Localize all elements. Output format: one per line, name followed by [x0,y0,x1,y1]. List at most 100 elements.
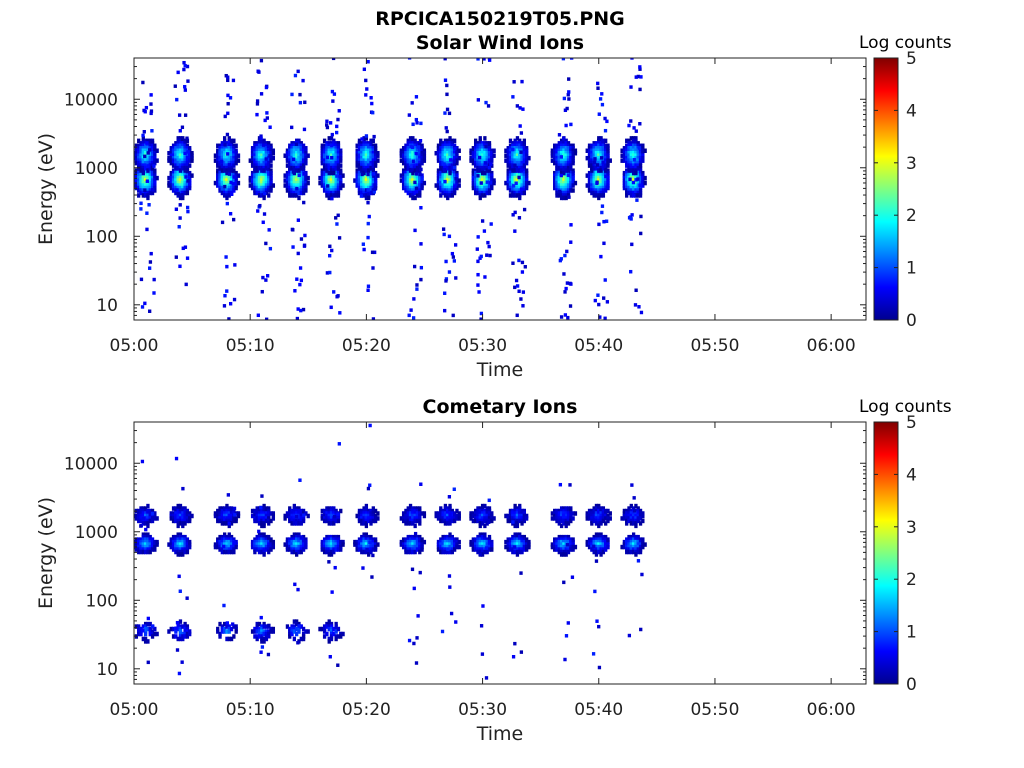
spectrogram-cell [262,629,266,634]
spectrogram-cell [269,180,273,186]
spectrogram-cell [478,150,482,156]
spectrogram-cell [232,168,236,173]
spectrogram-cell [631,175,636,181]
spectrogram-cell [606,146,610,151]
spectrogram-cell [267,185,271,191]
spectrogram-cell [292,175,297,181]
spectrogram-cell [148,626,152,632]
spectrogram-cell [174,170,178,176]
y-tick-label: 10 [96,296,118,316]
spectrogram-cell [439,193,443,198]
spectrogram-cell [181,155,185,161]
spectrogram-cell [139,542,143,547]
spectrogram-cell [257,173,262,178]
spectrogram-cell [171,158,176,163]
spectrogram-cell [264,170,269,176]
spectrogram-cell [297,146,301,151]
spectrogram-cell [292,163,297,168]
spectrogram-cell [134,513,139,519]
spectrogram-cell [360,183,364,188]
spectrogram-cell [304,175,308,181]
noise-cell [264,157,268,161]
spectrogram-cell [629,143,633,149]
spectrogram-cell [408,518,413,524]
spectrogram-cell [181,523,185,529]
noise-cell [562,96,567,101]
spectrogram-cell [471,539,475,545]
spectrogram-cell [148,150,152,156]
spectrogram-cell [555,165,559,171]
spectrogram-cell [148,621,152,627]
spectrogram-cell [183,143,187,149]
spectrogram-cell [295,155,299,161]
noise-cell [419,482,423,486]
spectrogram-cell [625,178,629,183]
spectrogram-cell [590,188,594,193]
spectrogram-cell [185,518,190,524]
spectrogram-cell [559,183,564,188]
spectrogram-cell [401,537,406,542]
spectrogram-cell [418,178,422,183]
spectrogram-cell [181,160,185,166]
spectrogram-cell [452,188,457,193]
spectrogram-cell [601,143,606,149]
spectrogram-cell [473,180,478,186]
spectrogram-cell [364,190,369,196]
spectrogram-cell [232,155,236,161]
spectrogram-cell [625,183,629,188]
spectrogram-cell [450,534,454,540]
spectrogram-cell [218,518,222,524]
spectrogram-cell [634,183,638,188]
noise-cell [603,278,607,282]
noise-cell [419,242,423,246]
spectrogram-cell [441,153,445,158]
spectrogram-cell [297,158,301,163]
spectrogram-cell [225,544,229,550]
spectrogram-cell [371,516,375,521]
spectrogram-cell [571,170,575,176]
spectrogram-cell [169,539,173,545]
spectrogram-cell [260,513,264,519]
spectrogram-cell [636,141,640,146]
spectrogram-cell [448,175,452,181]
spectrogram-cell [332,521,336,526]
spectrogram-cell [452,148,457,154]
spectrogram-cell [178,170,183,176]
spectrogram-cell [597,138,601,144]
spectrogram-cell [478,523,482,529]
spectrogram-cell [229,544,234,550]
spectrogram-cell [492,180,496,186]
spectrogram-cell [622,175,627,181]
spectrogram-cell [422,511,427,516]
spectrogram-cell [255,188,259,193]
spectrogram-cell [141,146,145,151]
spectrogram-cell [288,150,292,156]
spectrogram-cell [585,173,589,178]
spectrogram-cell [520,153,524,158]
spectrogram-cell [292,516,297,521]
spectrogram-cell [411,155,415,161]
spectrogram-cell [178,629,183,634]
noise-cell [371,172,376,176]
spectrogram-cell [483,185,487,191]
spectrogram-cell [594,148,599,154]
spectrogram-cell [511,190,515,196]
noise-cell [181,246,185,251]
spectrogram-cell [255,153,259,158]
spectrogram-cell [292,180,297,186]
spectrogram-cell [513,143,517,149]
noise-cell [519,150,523,154]
spectrogram-cell [183,544,187,550]
spectrogram-cell [364,532,369,537]
noise-cell [453,243,458,247]
noise-cell [225,201,229,206]
spectrogram-cell [634,153,638,158]
spectrogram-cell [518,165,522,171]
noise-cell [147,203,151,207]
spectrogram-cell [599,185,603,191]
spectrogram-cell [297,150,301,156]
noise-cell [559,155,564,159]
spectrogram-cell [413,158,417,163]
spectrogram-cell [267,506,271,511]
noise-cell [565,106,569,111]
